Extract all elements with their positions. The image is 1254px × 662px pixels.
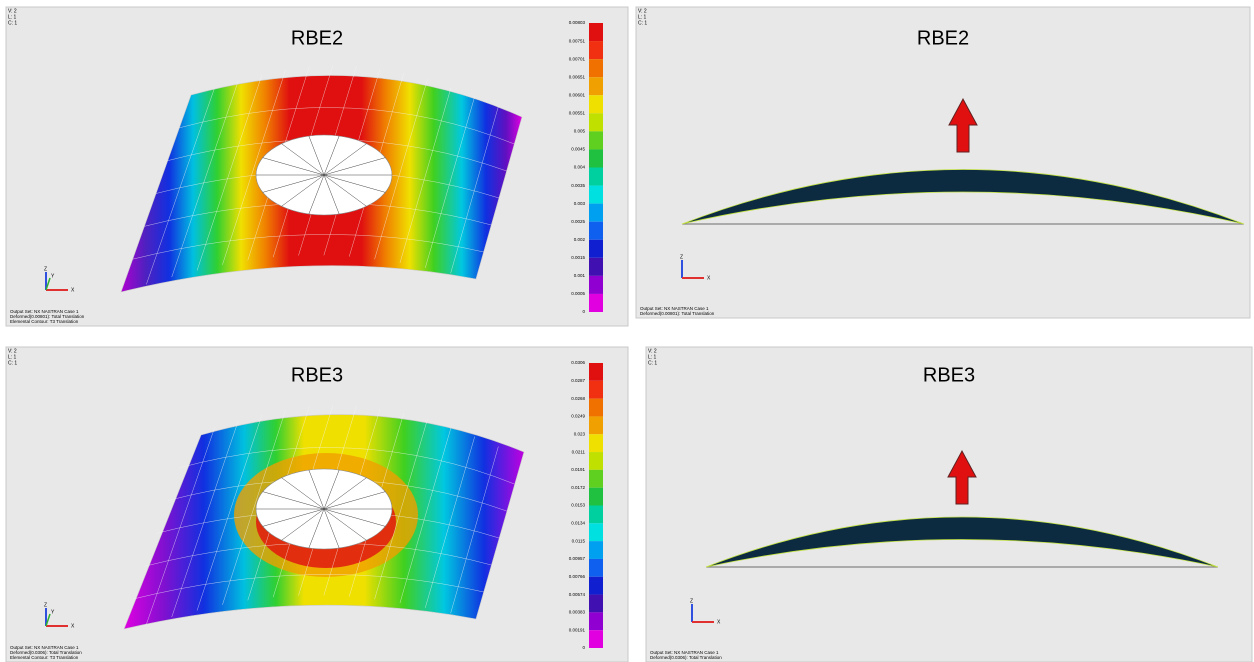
legend-label: 0.00191 (569, 627, 586, 632)
legend-label: 0.0005 (571, 291, 585, 296)
legend-label: 0.0306 (571, 360, 585, 365)
axis-label: Z (44, 602, 47, 608)
legend-swatch (589, 294, 603, 312)
legend-label: 0.00766 (569, 574, 586, 579)
legend-swatch (589, 559, 603, 577)
legend-label: 0.003 (574, 201, 586, 206)
legend-label: 0.0035 (571, 183, 585, 188)
legend-swatch (589, 59, 603, 77)
legend-swatch (589, 258, 603, 276)
legend-label: 0.023 (574, 431, 586, 436)
viewport (636, 7, 1250, 318)
screenshot: V: 2L: 1C: 1RBE2Output Set: NX NASTRAN C… (0, 0, 1254, 662)
axis-label: Z (44, 266, 47, 272)
legend-swatch (589, 506, 603, 524)
legend-label: 0.0115 (572, 538, 586, 543)
legend-swatch (589, 630, 603, 648)
legend-label: 0.002 (574, 237, 586, 242)
legend-swatch (589, 595, 603, 613)
legend-swatch (589, 416, 603, 434)
legend-label: 0.00601 (569, 92, 586, 97)
footer-line: Deformed(0.0306): Total Translation (650, 655, 722, 660)
legend-label: 0.0134 (571, 521, 585, 526)
legend-swatch (589, 577, 603, 595)
legend-label: 0.0025 (571, 219, 585, 224)
legend-swatch (589, 23, 603, 41)
legend-swatch (589, 276, 603, 294)
legend-label: 0.00574 (569, 592, 586, 597)
panel-title: RBE3 (923, 364, 975, 386)
legend-label: 0.00701 (569, 56, 586, 61)
legend-label: 0.004 (574, 165, 586, 170)
legend-label: 0.0249 (571, 414, 585, 419)
legend-swatch (589, 204, 603, 222)
legend-swatch (589, 434, 603, 452)
panel-title: RBE2 (291, 27, 343, 49)
legend-swatch (589, 488, 603, 506)
legend-swatch (589, 95, 603, 113)
legend-swatch (589, 523, 603, 541)
legend-label: 0.0045 (571, 147, 585, 152)
legend-swatch (589, 77, 603, 95)
legend-label: 0.001 (574, 273, 586, 278)
legend-label: 0.0172 (571, 485, 585, 490)
legend-swatch (589, 452, 603, 470)
view-info: C: 1 (638, 20, 647, 26)
legend-swatch (589, 612, 603, 630)
legend-swatch (589, 168, 603, 186)
legend-label: 0.0153 (571, 503, 585, 508)
footer-line: Elemental Contour: T3 Translation (10, 655, 79, 660)
legend-label: 0.00957 (569, 556, 586, 561)
legend-swatch (589, 149, 603, 167)
view-info: C: 1 (648, 360, 657, 366)
view-info: C: 1 (8, 20, 17, 26)
view-info: C: 1 (8, 360, 17, 366)
legend-label: 0.005 (574, 129, 586, 134)
legend-swatch (589, 381, 603, 399)
legend-label: 0.00803 (569, 20, 586, 25)
axis-label: Z (680, 254, 683, 260)
legend-swatch (589, 186, 603, 204)
legend-label: 0.00383 (569, 610, 586, 615)
legend-swatch (589, 470, 603, 488)
legend-swatch (589, 113, 603, 131)
legend-label: 0.0191 (571, 467, 585, 472)
panel: V: 2L: 1C: 1RBE3Output Set: NX NASTRAN C… (646, 347, 1252, 662)
legend-swatch (589, 363, 603, 381)
legend-swatch (589, 222, 603, 240)
legend-swatch (589, 541, 603, 559)
legend-label: 0.0015 (571, 255, 585, 260)
legend-label: 0.0211 (572, 449, 586, 454)
footer-line: Deformed(0.00801): Total Translation (640, 311, 715, 316)
legend-label: 0.0268 (571, 396, 585, 401)
legend-label: 0.0287 (571, 378, 585, 383)
viewport (646, 347, 1252, 662)
legend-swatch (589, 41, 603, 59)
legend-label: 0.00551 (569, 111, 586, 116)
legend-swatch (589, 131, 603, 149)
legend-swatch (589, 399, 603, 417)
axis-label: Z (690, 598, 693, 604)
panel-title: RBE3 (291, 364, 343, 386)
legend-label: 0.00751 (569, 38, 586, 43)
footer-line: Elemental Contour: T3 Translation (10, 319, 79, 324)
legend-label: 0.00651 (569, 74, 586, 79)
legend-swatch (589, 240, 603, 258)
page: V: 2L: 1C: 1RBE2Output Set: NX NASTRAN C… (0, 0, 1254, 662)
panel-title: RBE2 (917, 27, 969, 49)
